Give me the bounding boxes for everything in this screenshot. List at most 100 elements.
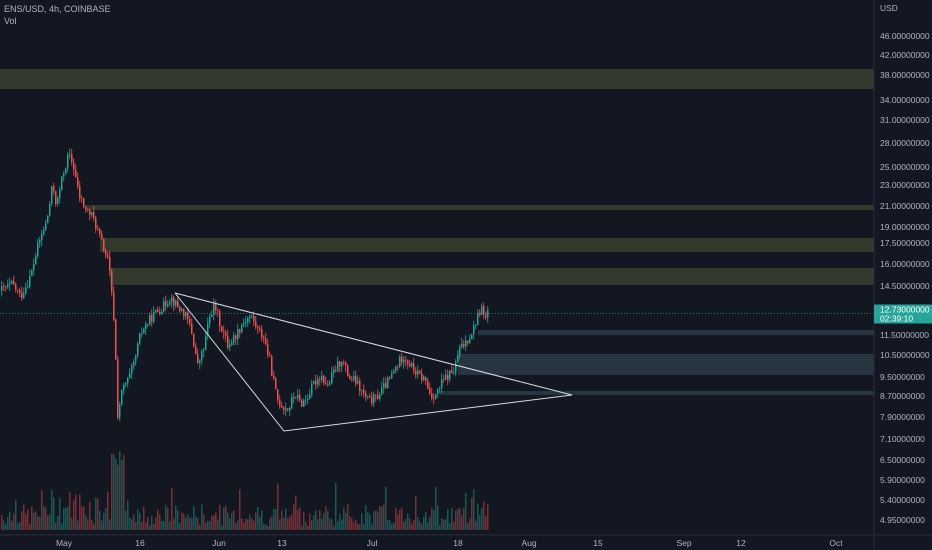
volume-bar [117,464,119,530]
candle-body [369,396,371,398]
candle-body [23,293,25,298]
volume-bar [361,513,363,530]
price-tick-label: 10.50000000 [880,350,930,360]
candle-body [163,301,165,312]
candle-body [479,312,481,315]
last-price-value: 12.73000000 [880,305,930,315]
candle-body [215,303,217,311]
chart-legend: ENS/USD, 4h, COINBASE Vol [4,3,111,27]
volume-bar [63,508,65,530]
candle-body [409,363,411,367]
volume-bar [59,497,61,530]
volume-bar [253,520,255,530]
price-tick-label: 17.50000000 [880,238,930,248]
volume-bar [111,453,113,530]
candle-body [157,309,159,312]
candle-body [73,162,75,170]
candle-body [35,256,37,264]
candle-body [179,306,181,311]
candle-body [259,328,261,330]
volume-bar [163,520,165,530]
volume-bar [225,505,227,530]
volume-bar [37,516,39,530]
candle-body [161,311,163,314]
price-tick-label: 42.00000000 [880,50,930,60]
candle-body [329,382,331,385]
candle-body [177,300,179,307]
volume-bar [261,510,263,530]
candle-body [441,379,443,388]
volume-bar [365,505,367,530]
price-tick-label: 4.95000000 [880,515,925,525]
volume-bar [317,519,319,530]
volume-bar [167,508,169,530]
candle-body [105,250,107,255]
volume-bar [91,519,93,530]
candle-body [67,154,69,169]
volume-bar [465,492,467,530]
candle-body [225,332,227,336]
volume-bar [195,516,197,530]
candle-body [367,396,369,398]
candle-body [453,372,455,374]
volume-bar [407,513,409,530]
candle-body [137,343,139,356]
candle-body [473,325,475,335]
volume-bar [205,522,207,530]
volume-bar [255,512,257,530]
candle-body [277,389,279,400]
volume-bar [339,513,341,530]
candle-body [383,383,385,388]
volume-bar [231,512,233,530]
price-tick-label: 6.50000000 [880,455,925,465]
volume-bar [273,508,275,530]
candle-body [347,365,349,377]
volume-bar [351,518,353,530]
volume-bar [289,516,291,530]
volume-bar [257,506,259,530]
volume-bar [219,504,221,530]
volume-bar [65,507,67,530]
candle-body [17,289,19,291]
candle-body [293,397,295,398]
candles [1,148,489,422]
candle-body [405,359,407,361]
candle-body [217,310,219,312]
volume-bar [455,510,457,530]
volume-bar [375,510,377,530]
volume-bar [221,525,223,530]
volume-bar [35,511,37,530]
candle-body [361,389,363,391]
candle-body [281,405,283,408]
candle-body [41,234,43,240]
volume-bar [243,522,245,530]
candle-body [433,398,435,400]
candle-body [165,301,167,307]
candle-body [253,315,255,322]
candle-body [239,329,241,333]
candle-body [223,331,225,333]
candle-body [269,354,271,357]
symbol-legend[interactable]: ENS/USD, 4h, COINBASE [4,4,111,14]
volume-bar [479,514,481,530]
volume-legend[interactable]: Vol [4,16,17,26]
volume-bar [43,506,45,530]
candle-body [205,336,207,350]
volume-bar [159,514,161,530]
candle-body [391,373,393,378]
volume-bar [95,497,97,530]
volume-bar [305,521,307,530]
candle-body [353,376,355,380]
candle-body [59,189,61,198]
volume-bar [293,504,295,530]
candle-body [129,373,131,378]
candle-body [29,275,31,287]
candle-body [111,270,113,292]
candle-body [475,325,477,326]
volume-bar [285,508,287,530]
candle-body [11,281,13,284]
volume-bar [101,520,103,530]
volume-bar [359,524,361,530]
volume-bar [161,520,163,530]
